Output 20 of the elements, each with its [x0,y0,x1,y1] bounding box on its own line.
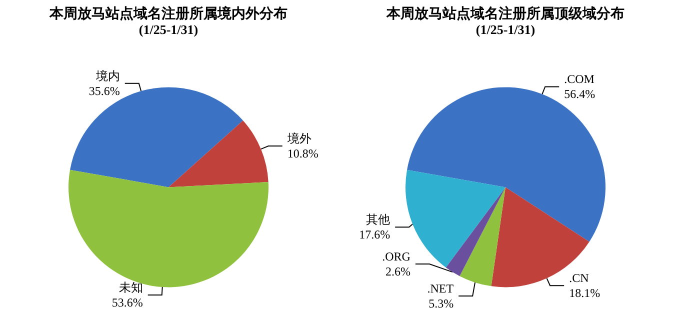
slice-label: .ORG [382,250,411,264]
data-label: 18.1% [569,286,600,300]
slice-label: 境外 [286,132,312,146]
data-label: 53.6% [112,295,143,310]
chart-subtitle: (1/25-1/31) [476,22,536,37]
data-label: 35.6% [88,84,120,98]
data-label: 5.3% [428,296,454,310]
slice-label: .COM [564,72,595,86]
data-label: 56.4% [564,87,596,102]
data-label: 10.8% [287,146,318,161]
data-label: 17.6% [359,228,390,242]
data-label: 2.6% [385,264,410,278]
slice-label: 境内 [94,68,120,83]
slice-label: .CN [569,271,590,286]
slice-label: .NET [427,282,454,296]
chart-title: 本周放马站点域名注册所属境内外分布 [48,5,288,22]
chart-subtitle: (1/25-1/31) [138,22,198,37]
slice-label: 未知 [118,280,143,294]
slice-label: 其他 [366,212,390,227]
chart-title: 本周放马站点域名注册所属顶级域分布 [386,5,624,22]
